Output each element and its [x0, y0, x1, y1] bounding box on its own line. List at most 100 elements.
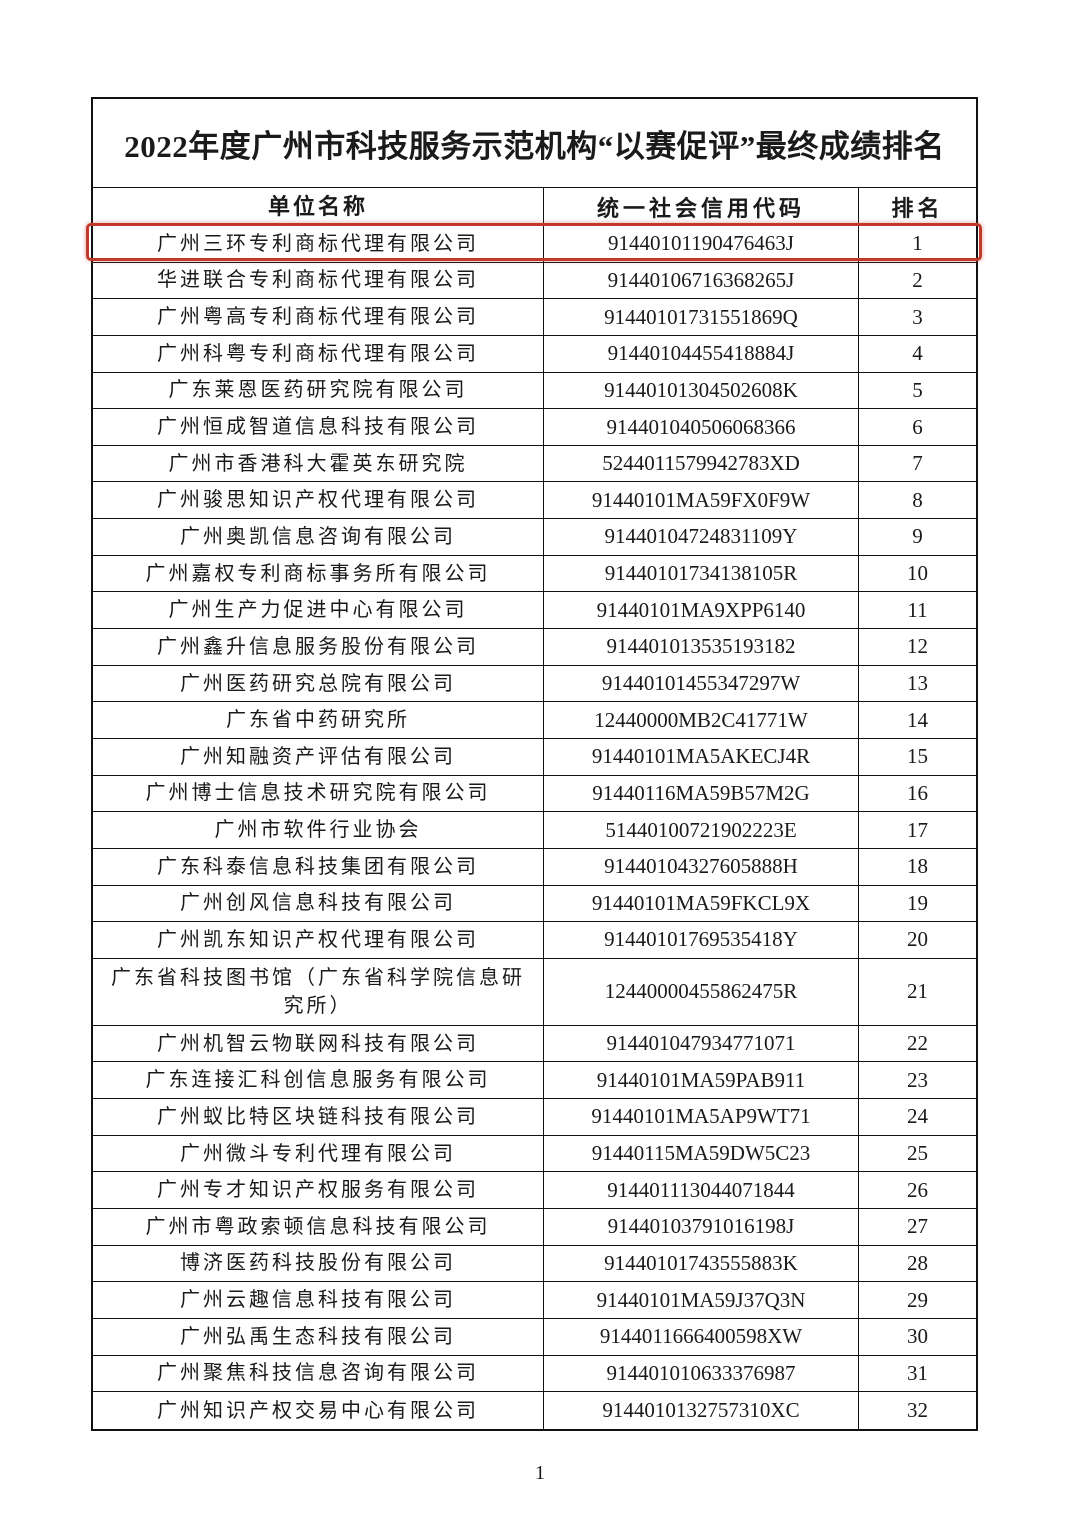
- credit-code: 91440104793477107 1: [544, 1025, 859, 1062]
- credit-code: 12440000455862475R: [544, 958, 859, 1025]
- header-rank: 排名: [891, 195, 944, 221]
- rank: 29: [907, 1287, 928, 1312]
- table-row: 广州鑫升信息服务股份有限公司 91440101353519318 2 12: [93, 629, 976, 666]
- rank: 18: [907, 854, 928, 879]
- rank: 5: [912, 377, 923, 402]
- table-row: 广州聚焦科技信息咨询有限公司 91440101063337698 7 31: [93, 1355, 976, 1393]
- credit-code: 51440100721902223E: [544, 812, 859, 848]
- credit-code: 91440104455418884J: [544, 335, 859, 372]
- org-name: 广州弘禹生态科技有限公司: [93, 1318, 544, 1355]
- rank: 24: [907, 1104, 928, 1129]
- org-name: 广州市软件行业协会: [93, 812, 544, 848]
- rank: 31: [907, 1360, 928, 1385]
- credit-code: 91440101MA9XPP6140: [544, 592, 859, 629]
- rank: 8: [912, 487, 923, 512]
- table-header-row: 单位名称 统一社会信用代码 排名: [93, 188, 976, 226]
- org-name: 广州云趣信息科技有限公司: [93, 1282, 544, 1318]
- table-row: 广州市粤政索顿信息科技有限公司 91440103791016198J 27: [93, 1209, 976, 1246]
- credit-code: 91440101MA59PAB911: [544, 1062, 859, 1099]
- table-row: 广州凯东知识产权代理有限公司 91440101769535418Y 20: [93, 922, 976, 959]
- table-body: 广州三环专利商标代理有限公司 91440101190476463J 1 华进联合专利商…: [93, 226, 976, 1429]
- org-name: 广州微斗专利代理有限公司: [93, 1135, 544, 1172]
- credit-code: 91440104050606836 6: [544, 409, 859, 445]
- credit-code: 91440101MA59FKCL9X: [544, 885, 859, 922]
- credit-code: 91440101455347297W: [544, 665, 859, 702]
- org-name: 广州医药研究总院有限公司: [93, 665, 544, 702]
- table-row: 广东省科技图书馆（广东省科学院信息研究所） 12440000455862475R 2…: [93, 958, 976, 1026]
- rank: 25: [907, 1141, 928, 1166]
- rank: 6: [912, 414, 923, 439]
- org-name: 广州奥凯信息咨询有限公司: [93, 519, 544, 555]
- credit-code: 91440101731551869Q: [544, 299, 859, 335]
- credit-code: 91440101MA59FX0F9W: [544, 482, 859, 519]
- table-row: 广州博士信息技术研究院有限公司 91440116MA59B57M2G 16: [93, 775, 976, 813]
- org-name: 广州知融资产评估有限公司: [93, 738, 544, 775]
- rank: 30: [907, 1324, 928, 1349]
- table-row: 广州科粤专利商标代理有限公司 91440104455418884J 4: [93, 335, 976, 373]
- rank: 32: [907, 1398, 928, 1423]
- org-name: 广州博士信息技术研究院有限公司: [93, 775, 544, 812]
- credit-code: 91440101769535418Y: [544, 922, 859, 958]
- credit-code: 91440104327605888H: [544, 848, 859, 885]
- credit-code: 9144011666400598XW: [544, 1318, 859, 1355]
- org-name: 广州科粤专利商标代理有限公司: [93, 335, 544, 372]
- table-row: 广东省中药研究所 12440000MB2C41771W 14: [93, 702, 976, 739]
- table-row: 广州弘禹生态科技有限公司 9144011666400598XW 30: [93, 1318, 976, 1356]
- rank: 28: [907, 1250, 928, 1275]
- rank: 20: [907, 927, 928, 952]
- table-row: 广州知融资产评估有限公司 91440101MA5AKECJ4R 15: [93, 738, 976, 776]
- rank: 4: [912, 341, 923, 366]
- table-row: 广州三环专利商标代理有限公司 91440101190476463J 1: [93, 226, 976, 263]
- org-name: 广州市香港科大霍英东研究院: [93, 445, 544, 482]
- org-name: 广东莱恩医药研究院有限公司: [93, 372, 544, 409]
- org-name: 广东连接汇科创信息服务有限公司: [93, 1062, 544, 1099]
- credit-code: 91440116MA59B57M2G: [544, 775, 859, 812]
- org-name: 广州三环专利商标代理有限公司: [93, 226, 544, 262]
- table-title: 2022年度广州市科技服务示范机构“以赛促评”最终成绩排名: [93, 99, 976, 188]
- credit-code: 91440101353519318 2: [544, 629, 859, 665]
- credit-code: 91440101MA5AP9WT71: [544, 1099, 859, 1135]
- credit-code: 91440106716368265J: [544, 262, 859, 299]
- credit-code: 91440101304502608K: [544, 372, 859, 409]
- org-name: 华进联合专利商标代理有限公司: [93, 262, 544, 299]
- credit-code: 91440101063337698 7: [544, 1355, 859, 1392]
- org-name: 广州凯东知识产权代理有限公司: [93, 922, 544, 958]
- org-name: 博济医药科技股份有限公司: [93, 1245, 544, 1282]
- rank: 2: [912, 267, 923, 292]
- table-row: 广州创风信息科技有限公司 91440101MA59FKCL9X 19: [93, 885, 976, 923]
- org-name: 广州生产力促进中心有限公司: [93, 592, 544, 629]
- org-name: 广州嘉权专利商标事务所有限公司: [93, 555, 544, 592]
- rank: 27: [907, 1214, 928, 1239]
- org-name: 广州鑫升信息服务股份有限公司: [93, 629, 544, 665]
- table-row: 广州粤高专利商标代理有限公司 91440101731551869Q 3: [93, 299, 976, 336]
- table-row: 广州恒成智道信息科技有限公司 91440104050606836 6 6: [93, 409, 976, 446]
- rank: 23: [907, 1067, 928, 1092]
- credit-code: 9144010132757310XC: [544, 1392, 859, 1429]
- rank: 12: [907, 634, 928, 659]
- credit-code: 91440104724831109Y: [544, 519, 859, 555]
- table-row: 广州专才知识产权服务有限公司 91440111304407184 4 26: [93, 1172, 976, 1210]
- table-row: 广州骏思知识产权代理有限公司 91440101MA59FX0F9W 8: [93, 482, 976, 520]
- table-row: 广东莱恩医药研究院有限公司 91440101304502608K 5: [93, 372, 976, 410]
- header-code: 统一社会信用代码: [544, 188, 859, 225]
- rank: 17: [907, 817, 928, 842]
- rank: 13: [907, 671, 928, 695]
- org-name: 广州恒成智道信息科技有限公司: [93, 409, 544, 445]
- org-name: 广州骏思知识产权代理有限公司: [93, 482, 544, 519]
- rank: 11: [907, 597, 928, 622]
- credit-code: 12440000MB2C41771W: [544, 702, 859, 738]
- table-row: 广州生产力促进中心有限公司 91440101MA9XPP6140 11: [93, 592, 976, 630]
- credit-code: 91440115MA59DW5C23: [544, 1135, 859, 1172]
- table-row: 广州云趣信息科技有限公司 91440101MA59J37Q3N 29: [93, 1282, 976, 1319]
- org-name: 广州创风信息科技有限公司: [93, 885, 544, 922]
- rank: 21: [907, 979, 928, 1004]
- org-name: 广东科泰信息科技集团有限公司: [93, 848, 544, 885]
- page-number: 1: [535, 1462, 545, 1484]
- highlight-box: [86, 223, 982, 261]
- table-row: 广州知识产权交易中心有限公司 9144010132757310XC 32: [93, 1392, 976, 1429]
- table-row: 广州蚁比特区块链科技有限公司 91440101MA5AP9WT71 24: [93, 1099, 976, 1136]
- org-name: 广东省中药研究所: [93, 702, 544, 738]
- rank: 9: [912, 524, 923, 549]
- rank: 26: [907, 1177, 928, 1202]
- table-row: 广州医药研究总院有限公司 91440101455347297W 13: [93, 665, 976, 703]
